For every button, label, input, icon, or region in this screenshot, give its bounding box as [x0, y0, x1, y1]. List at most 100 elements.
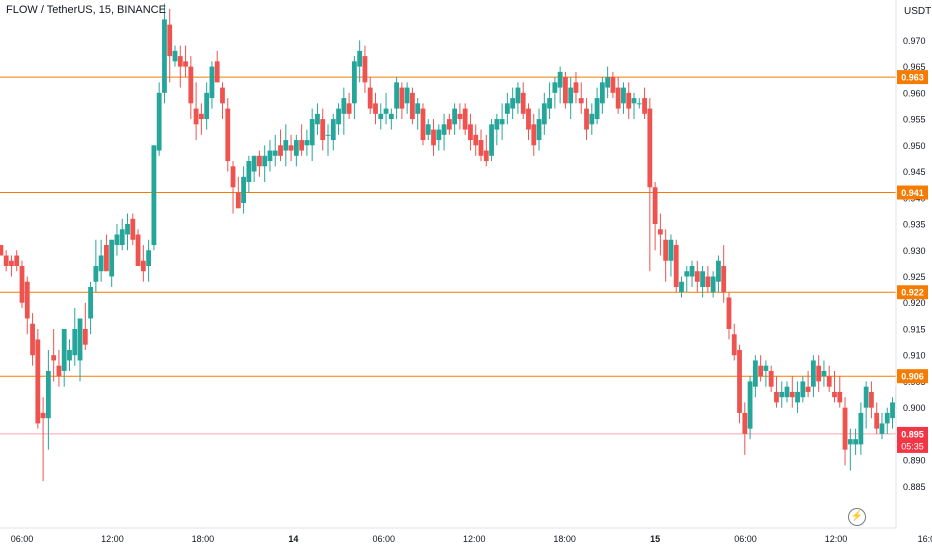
- candle-body: [257, 155, 262, 167]
- candle-body: [758, 365, 764, 377]
- candle-body: [214, 61, 220, 83]
- candles: [0, 3, 922, 482]
- candle-body: [230, 166, 236, 188]
- candle-body: [410, 92, 415, 120]
- candle-body: [104, 245, 109, 272]
- level-tag: [897, 285, 928, 300]
- candle-body: [19, 265, 25, 303]
- candle-body: [77, 318, 83, 361]
- candle-body: [668, 239, 674, 261]
- candle-body: [93, 265, 99, 282]
- candle-body: [705, 276, 711, 287]
- level-tag: [897, 70, 928, 85]
- candle-body: [494, 119, 500, 130]
- candle-body: [610, 77, 616, 93]
- candle-body: [278, 145, 283, 156]
- candle-body: [272, 150, 278, 156]
- candle-body: [88, 286, 93, 319]
- candle-body: [626, 92, 632, 109]
- candle-body: [584, 108, 589, 130]
- candle-body: [483, 150, 489, 162]
- candle-body: [752, 360, 758, 387]
- y-tick-label: 0.915: [903, 324, 926, 334]
- candle-body: [40, 412, 46, 419]
- candle-body: [684, 271, 690, 277]
- y-tick-label: 0.885: [903, 482, 926, 492]
- candle-body: [177, 56, 183, 67]
- level-tag: [897, 185, 928, 200]
- candle-body: [119, 229, 125, 246]
- candle-body: [0, 245, 4, 256]
- candle-body: [657, 229, 663, 235]
- candle-body: [388, 113, 394, 120]
- candle-body: [293, 140, 299, 156]
- candle-body: [82, 328, 88, 345]
- candle-body: [452, 108, 458, 125]
- candle-body: [531, 124, 537, 146]
- candle-body: [621, 87, 626, 104]
- candle-body: [320, 119, 326, 141]
- candle-body: [446, 119, 452, 130]
- candle-body: [167, 24, 173, 57]
- candle-body: [568, 87, 574, 104]
- candle-body: [162, 19, 167, 93]
- candle-body: [774, 391, 779, 403]
- level-tag-label: 0.963: [901, 73, 924, 83]
- candle-body: [890, 402, 895, 419]
- candle-body: [563, 77, 568, 104]
- candle-body: [373, 103, 378, 114]
- candle-body: [795, 391, 800, 403]
- candle-body: [837, 391, 843, 403]
- x-tick-label: 12:00: [101, 534, 124, 544]
- time-axis[interactable]: 06:00 12:00 18:00 14 06:00 12:00 18:00 15 06:00 1…: [0, 527, 932, 544]
- y-tick-label: 0.950: [903, 141, 926, 151]
- candle-body: [315, 113, 320, 125]
- candle-body: [847, 439, 853, 445]
- y-tick-label: 0.945: [903, 167, 926, 177]
- candle-body: [341, 98, 347, 114]
- candle-body: [130, 218, 136, 240]
- candle-body: [98, 255, 104, 272]
- candle-body: [810, 360, 816, 387]
- candle-body: [209, 66, 215, 99]
- candle-body: [193, 108, 199, 125]
- candle-body: [489, 124, 494, 156]
- candle-body: [589, 113, 595, 125]
- candle-body: [114, 234, 120, 246]
- candle-body: [578, 98, 584, 104]
- candle-body: [737, 349, 742, 413]
- y-tick-label: 0.955: [903, 115, 926, 125]
- candle-body: [235, 192, 241, 209]
- candle-body: [842, 407, 848, 450]
- candle-body: [399, 87, 405, 109]
- candle-body: [125, 224, 130, 235]
- candle-body: [547, 98, 552, 109]
- y-tick-label: 0.970: [903, 36, 926, 46]
- level-tag-label: 0.922: [901, 288, 924, 298]
- candle-body: [198, 113, 204, 120]
- candle-body: [710, 276, 716, 293]
- lightning-icon[interactable]: ⚡: [848, 508, 866, 526]
- candle-body: [552, 82, 558, 93]
- candle-body: [499, 119, 505, 125]
- candle-body: [346, 103, 352, 114]
- candle-body: [869, 391, 874, 408]
- candle-body: [35, 339, 41, 424]
- y-tick-label: 0.930: [903, 246, 926, 256]
- candle-body: [262, 155, 268, 167]
- candle-body: [14, 255, 20, 266]
- candle-body: [647, 108, 653, 188]
- price-axis-bg: [896, 0, 932, 550]
- candle-body: [299, 140, 305, 151]
- y-tick-label: 0.965: [903, 62, 926, 72]
- candle-body: [636, 103, 642, 105]
- candle-body: [789, 391, 795, 398]
- candle-body: [573, 82, 579, 93]
- candle-body: [267, 150, 273, 162]
- price-axis[interactable]: 0.9700.9650.9600.9550.9500.9450.9400.935…: [895, 0, 932, 550]
- candle-body: [694, 271, 700, 282]
- horizontal-levels: [0, 76, 896, 435]
- candle-body: [832, 391, 837, 398]
